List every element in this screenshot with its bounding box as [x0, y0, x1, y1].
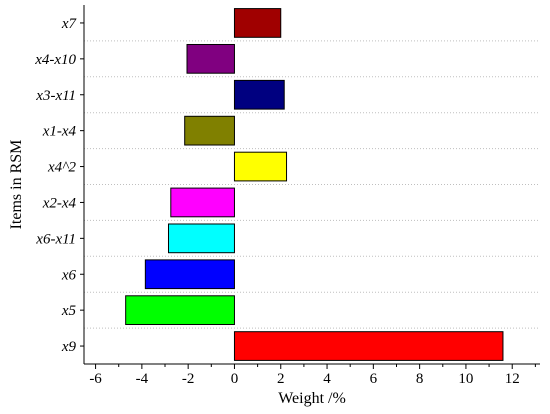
y-axis-title: Items in RSM [8, 140, 25, 230]
x-tick-label: -4 [136, 371, 149, 387]
bar-x7 [233, 8, 282, 38]
bar-x4^2 [233, 151, 288, 182]
x-tick-label: 10 [458, 371, 473, 387]
x-tick-label: 12 [505, 371, 520, 387]
bar-x6 [144, 259, 235, 290]
category-label: x1-x4 [42, 124, 77, 140]
x-axis-ticks: -6 -4 -2 0 2 4 6 8 10 12 [89, 364, 536, 387]
x-tick-label: 0 [231, 371, 239, 387]
category-label: x6 [61, 267, 77, 283]
x-tick-label: 8 [416, 371, 424, 387]
x-tick-label: 4 [323, 371, 331, 387]
category-label: x4-x10 [34, 52, 76, 68]
category-label: x3-x11 [35, 88, 76, 104]
category-label: x7 [61, 16, 78, 32]
x-tick-label: 2 [277, 371, 285, 387]
bar-x4-x10 [186, 43, 235, 74]
bar-x3-x11 [233, 79, 285, 110]
bar-x6-x11 [167, 223, 235, 254]
bar-x9 [233, 331, 504, 361]
x-tick-label: 6 [370, 371, 378, 387]
x-tick-label: -6 [89, 371, 102, 387]
bar-x1-x4 [184, 115, 235, 146]
category-label: x4^2 [47, 160, 76, 176]
bar-x2-x4 [170, 187, 235, 218]
category-label: x9 [61, 339, 77, 355]
axes [83, 5, 540, 365]
grid-lines [84, 40, 540, 329]
category-label: x5 [61, 303, 77, 319]
y-axis-categories: x9 x5 x6 x6-x11 x2-x4 x4^2 x1-x4 x3-x11 x4-x10 x7 [34, 16, 84, 355]
category-label: x2-x4 [42, 195, 77, 211]
category-label: x6-x11 [35, 231, 76, 247]
x-axis-title: Weight /% [278, 390, 346, 407]
bar-x5 [125, 295, 235, 326]
bars [125, 8, 504, 361]
x-tick-label: -2 [182, 371, 195, 387]
